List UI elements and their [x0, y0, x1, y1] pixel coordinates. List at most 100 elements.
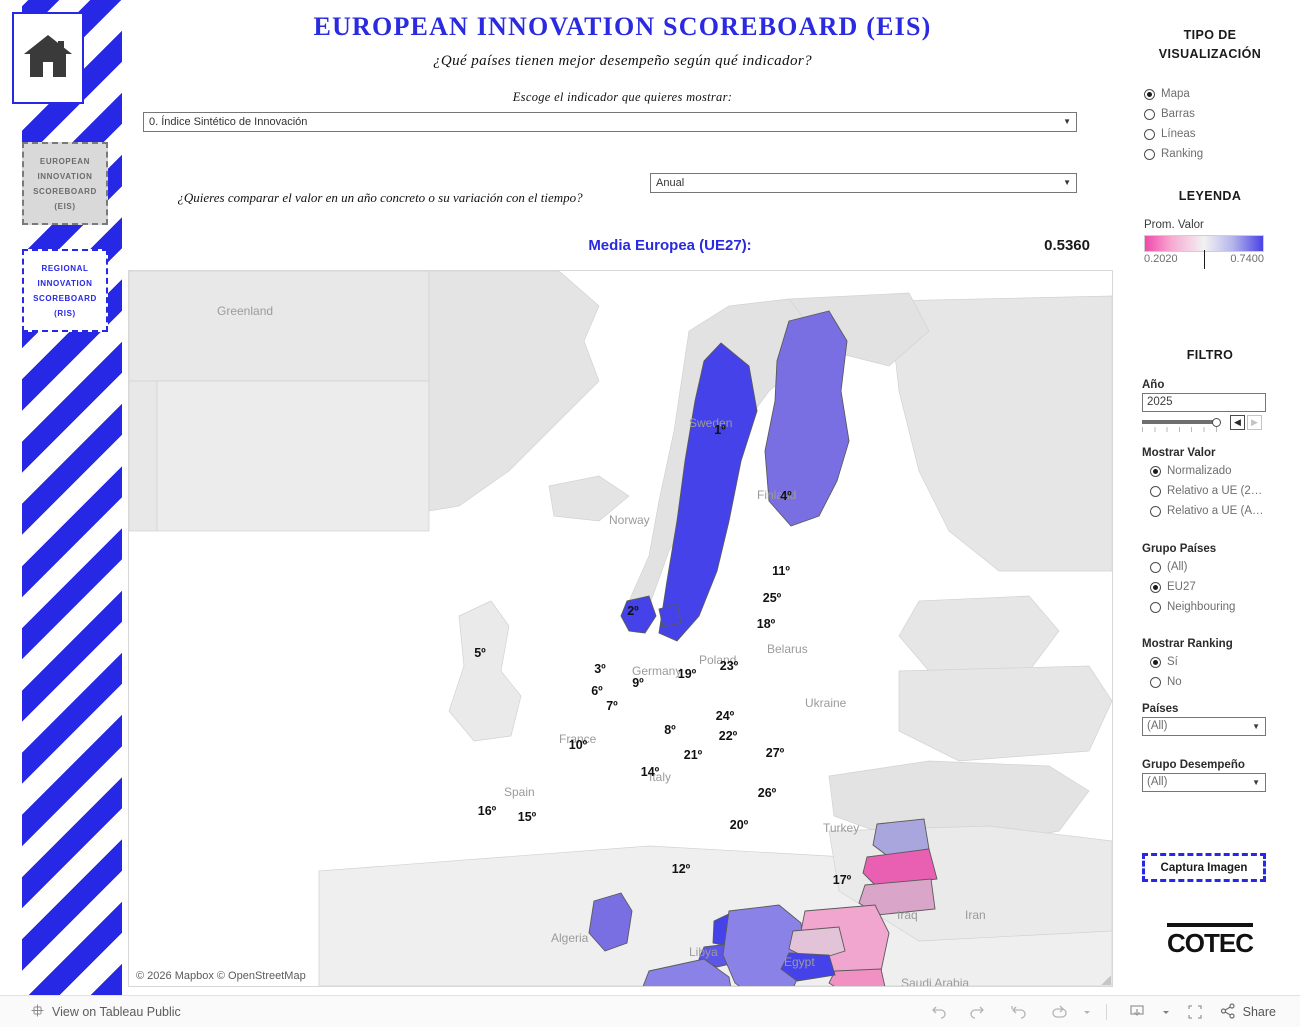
show-value-label: Mostrar Valor: [1142, 447, 1216, 459]
viz-type-heading-line2: VISUALIZACIÓN: [1158, 47, 1262, 61]
year-field-label: Año: [1142, 379, 1165, 391]
tableau-link-label: View on Tableau Public: [52, 1005, 181, 1019]
tableau-icon: [30, 1003, 45, 1021]
legend-max-value: 0.7400: [1230, 253, 1264, 265]
year-slider-handle[interactable]: [1212, 417, 1221, 427]
countries-field-label: Países: [1142, 703, 1179, 715]
radio-value-relativo-ue-a[interactable]: Relativo a UE (A…: [1150, 501, 1292, 521]
eu-average-label: Media Europea (UE27):: [588, 237, 752, 254]
chevron-down-icon: ▼: [1063, 117, 1071, 126]
undo-icon[interactable]: [918, 996, 958, 1028]
radio-viz-mapa[interactable]: Mapa: [1144, 84, 1294, 104]
radio-indicator: [1150, 601, 1161, 613]
cotec-logo: COTEC: [1120, 923, 1300, 959]
indicator-select[interactable]: 0. Índice Sintético de Innovación ▼: [143, 112, 1077, 132]
map-attribution: © 2026 Mapbox © OpenStreetMap: [133, 969, 309, 983]
chevron-down-icon: ▼: [1063, 178, 1071, 187]
nav-ris-line3: SCOREBOARD: [33, 293, 97, 303]
radio-indicator: [1150, 581, 1161, 593]
radio-label: Mapa: [1161, 88, 1190, 100]
viz-type-heading-line1: TIPO DE: [1183, 28, 1237, 42]
fullscreen-icon[interactable]: [1175, 996, 1215, 1028]
map-resize-handle[interactable]: [1101, 975, 1111, 985]
year-input[interactable]: 2025: [1142, 393, 1266, 412]
group-countries-label: Grupo Países: [1142, 543, 1217, 555]
radio-indicator: [1144, 108, 1155, 120]
year-slider-fill: [1142, 419, 1220, 424]
share-button[interactable]: Share: [1215, 996, 1282, 1028]
radio-label: Neighbouring: [1167, 601, 1236, 613]
countries-select[interactable]: (All) ▼: [1142, 717, 1266, 736]
nav-ris-line4: (RIS): [54, 308, 76, 318]
year-slider-ticks: [1142, 426, 1228, 432]
chevron-down-icon: ▼: [1252, 722, 1260, 731]
share-label: Share: [1242, 1005, 1276, 1019]
choropleth-map[interactable]: Greenland Norway Sweden Finland Belarus …: [128, 270, 1113, 987]
sidebar-item-eis[interactable]: EUROPEAN INNOVATION SCOREBOARD (EIS): [22, 142, 108, 225]
radio-viz-lineas[interactable]: Líneas: [1144, 124, 1294, 144]
radio-viz-barras[interactable]: Barras: [1144, 104, 1294, 124]
radio-ranking-si[interactable]: Sí: [1150, 652, 1292, 672]
show-ranking-label: Mostrar Ranking: [1142, 638, 1233, 650]
radio-indicator: [1150, 485, 1161, 497]
radio-value-normalizado[interactable]: Normalizado: [1150, 461, 1292, 481]
page-title: EUROPEAN INNOVATION SCOREBOARD (EIS): [313, 12, 932, 41]
capture-image-button[interactable]: Captura Imagen: [1142, 853, 1266, 882]
map-geometry: [129, 271, 1112, 986]
radio-label: Relativo a UE (A…: [1167, 505, 1264, 517]
radio-label: Ranking: [1161, 148, 1204, 160]
chevron-down-icon: ▼: [1252, 778, 1260, 787]
perf-group-select[interactable]: (All) ▼: [1142, 773, 1266, 792]
home-button[interactable]: [12, 12, 84, 104]
radio-label: (All): [1167, 561, 1188, 573]
nav-ris-line1: REGIONAL: [41, 263, 89, 273]
radio-label: Barras: [1161, 108, 1195, 120]
radio-group-all[interactable]: (All): [1150, 557, 1292, 577]
radio-indicator: [1150, 676, 1161, 688]
indicator-prompt: Escoge el indicador que quieres mostrar:: [512, 90, 733, 104]
legend-measure-label: Prom. Valor: [1144, 219, 1204, 231]
radio-label: No: [1167, 676, 1182, 688]
radio-viz-ranking[interactable]: Ranking: [1144, 144, 1294, 164]
toolbar-divider: [1105, 1004, 1107, 1020]
perf-group-field-label: Grupo Desempeño: [1142, 759, 1245, 771]
nav-eis-line3: SCOREBOARD: [33, 186, 97, 196]
nav-ris-line2: INNOVATION: [37, 278, 93, 288]
period-select[interactable]: Anual ▼: [650, 173, 1077, 193]
indicator-select-value: 0. Índice Sintético de Innovación: [149, 116, 308, 128]
download-icon[interactable]: [1117, 996, 1157, 1028]
legend-min-value: 0.2020: [1144, 253, 1178, 265]
radio-indicator: [1150, 505, 1161, 517]
toolbar-actions: Share: [918, 996, 1282, 1028]
redo-icon[interactable]: [958, 996, 998, 1028]
view-on-tableau-public-link[interactable]: View on Tableau Public: [30, 996, 181, 1028]
cotec-logo-text: COTEC: [1167, 923, 1254, 958]
radio-label: Normalizado: [1167, 465, 1232, 477]
radio-group-neighbouring[interactable]: Neighbouring: [1150, 597, 1292, 617]
refresh-icon[interactable]: [1038, 996, 1078, 1028]
perf-group-select-value: (All): [1147, 776, 1168, 788]
revert-icon[interactable]: [998, 996, 1038, 1028]
sidebar-item-ris[interactable]: REGIONAL INNOVATION SCOREBOARD (RIS): [22, 249, 108, 332]
page-subtitle: ¿Qué países tienen mejor desempeño según…: [432, 53, 812, 69]
radio-label: Relativo a UE (2…: [1167, 485, 1263, 497]
viz-type-heading: TIPO DE VISUALIZACIÓN: [1120, 26, 1300, 64]
year-slider[interactable]: ◀ ▶: [1142, 415, 1282, 432]
left-nav-rail: EUROPEAN INNOVATION SCOREBOARD (EIS) REG…: [0, 0, 122, 995]
download-dropdown-icon[interactable]: [1157, 996, 1175, 1028]
year-prev-button[interactable]: ◀: [1230, 415, 1245, 430]
countries-select-value: (All): [1147, 720, 1168, 732]
radio-indicator: [1144, 128, 1155, 140]
pause-dropdown-icon[interactable]: [1078, 996, 1096, 1028]
nav-eis-line1: EUROPEAN: [39, 156, 91, 166]
radio-ranking-no[interactable]: No: [1150, 672, 1292, 692]
radio-indicator: [1150, 656, 1161, 668]
right-control-panel: TIPO DE VISUALIZACIÓN Mapa Barras Líneas…: [1120, 0, 1300, 995]
nav-eis-line2: INNOVATION: [37, 171, 93, 181]
nav-eis-line4: (EIS): [54, 201, 76, 211]
year-next-button[interactable]: ▶: [1247, 415, 1262, 430]
radio-value-relativo-ue-2[interactable]: Relativo a UE (2…: [1150, 481, 1292, 501]
radio-group-eu27[interactable]: EU27: [1150, 577, 1292, 597]
legend-scale: 0.2020 0.7400: [1144, 250, 1266, 269]
year-slider-track[interactable]: [1142, 416, 1228, 432]
